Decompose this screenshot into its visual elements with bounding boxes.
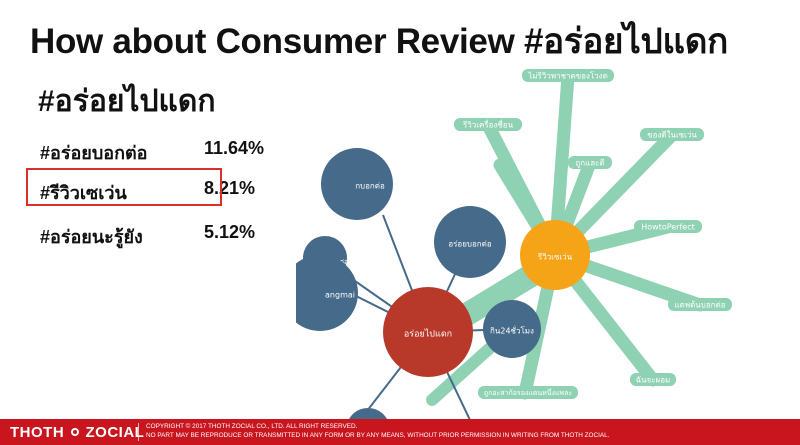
node-g1-label: ไม่รีวิวพาชาตของโวงต bbox=[527, 71, 608, 81]
stat-row-bokto: #อร่อยบอกต่อ 11.64% bbox=[40, 134, 280, 164]
stat-row-review-seven: #รีวิวเซเว่น 8.21% bbox=[40, 174, 280, 204]
footer-bar: THOTH ZOCIAL COPYRIGHT © 2017 THOTH ZOCI… bbox=[0, 419, 800, 445]
node-bottom-left bbox=[348, 408, 388, 419]
copyright-line-2: NO PART MAY BE REPRODUCE OR TRANSMITTED … bbox=[146, 432, 610, 439]
highlight-box bbox=[26, 168, 222, 206]
node-angmai-label: angmai bbox=[325, 291, 355, 300]
node-partial-label: กบอกต่อ bbox=[355, 182, 385, 191]
stat-label: #รีวิวเซเว่น bbox=[40, 183, 127, 203]
node-center-label: อร่อยไปแดก bbox=[404, 329, 452, 340]
node-g8 bbox=[478, 386, 578, 399]
node-g2 bbox=[454, 118, 522, 131]
footer-brand: THOTH ZOCIAL bbox=[10, 424, 144, 441]
slide-title: How about Consumer Review #อร่อยไปแดก bbox=[30, 22, 729, 61]
hashtag-network-graph: ไม่รีวิวพาชาตของโวงต รีวิวเครื่องชื่อน ถ… bbox=[296, 69, 732, 419]
brand-right: ZOCIAL bbox=[85, 424, 145, 441]
copyright-line-1: COPYRIGHT © 2017 THOTH ZOCIAL CO., LTD. … bbox=[146, 423, 358, 430]
node-24 bbox=[483, 300, 541, 358]
stat-value: 8.21% bbox=[204, 178, 256, 198]
stat-label: #อร่อยนะรู้ยัง bbox=[40, 227, 143, 247]
node-g7-label: ฉันจะผอม bbox=[636, 376, 671, 385]
node-partial bbox=[321, 148, 393, 220]
node-g3 bbox=[568, 156, 612, 169]
footer-copyright: COPYRIGHT © 2017 THOTH ZOCIAL CO., LTD. … bbox=[146, 422, 610, 440]
footer-separator bbox=[138, 423, 139, 441]
stat-value: 11.64% bbox=[204, 138, 265, 158]
node-g7 bbox=[630, 373, 676, 386]
node-24-label: กิน24ชั่วโมง bbox=[490, 325, 534, 336]
brand-left: THOTH bbox=[10, 424, 65, 441]
node-g5-label: HowtoPerfect bbox=[641, 223, 695, 232]
node-g4 bbox=[640, 128, 704, 141]
node-g5 bbox=[634, 220, 702, 233]
node-g6-label: แดพต้นบอกต่อ bbox=[674, 301, 725, 310]
node-angmai bbox=[296, 255, 358, 331]
node-g6 bbox=[668, 298, 732, 311]
node-g2-label: รีวิวเครื่องชื่อน bbox=[462, 119, 513, 130]
node-hub bbox=[520, 220, 590, 290]
stat-value: 5.12% bbox=[204, 222, 256, 242]
node-g3-label: ถูกและดี bbox=[575, 159, 604, 169]
node-center bbox=[383, 287, 473, 377]
stat-label: #อร่อยบอกต่อ bbox=[40, 143, 148, 163]
node-hub-label: รีวิวเซเว่น bbox=[537, 253, 572, 262]
node-bokto-label: อร่อยบอกต่อ bbox=[448, 240, 492, 249]
node-g1 bbox=[522, 69, 614, 82]
node-g4-label: ของดีในเซเว่น bbox=[647, 131, 697, 140]
subtitle: #อร่อยไปแดก bbox=[38, 85, 216, 118]
node-bokto bbox=[434, 206, 506, 278]
node-g8-label: ถูกอะสาก้อรองแดนหนึ่งแพละ bbox=[484, 388, 573, 397]
stat-row-aroi-na: #อร่อยนะรู้ยัง 5.12% bbox=[40, 218, 280, 248]
brand-dot-icon bbox=[70, 428, 79, 436]
network-nodes: ไม่รีวิวพาชาตของโวงต รีวิวเครื่องชื่อน ถ… bbox=[296, 69, 732, 419]
